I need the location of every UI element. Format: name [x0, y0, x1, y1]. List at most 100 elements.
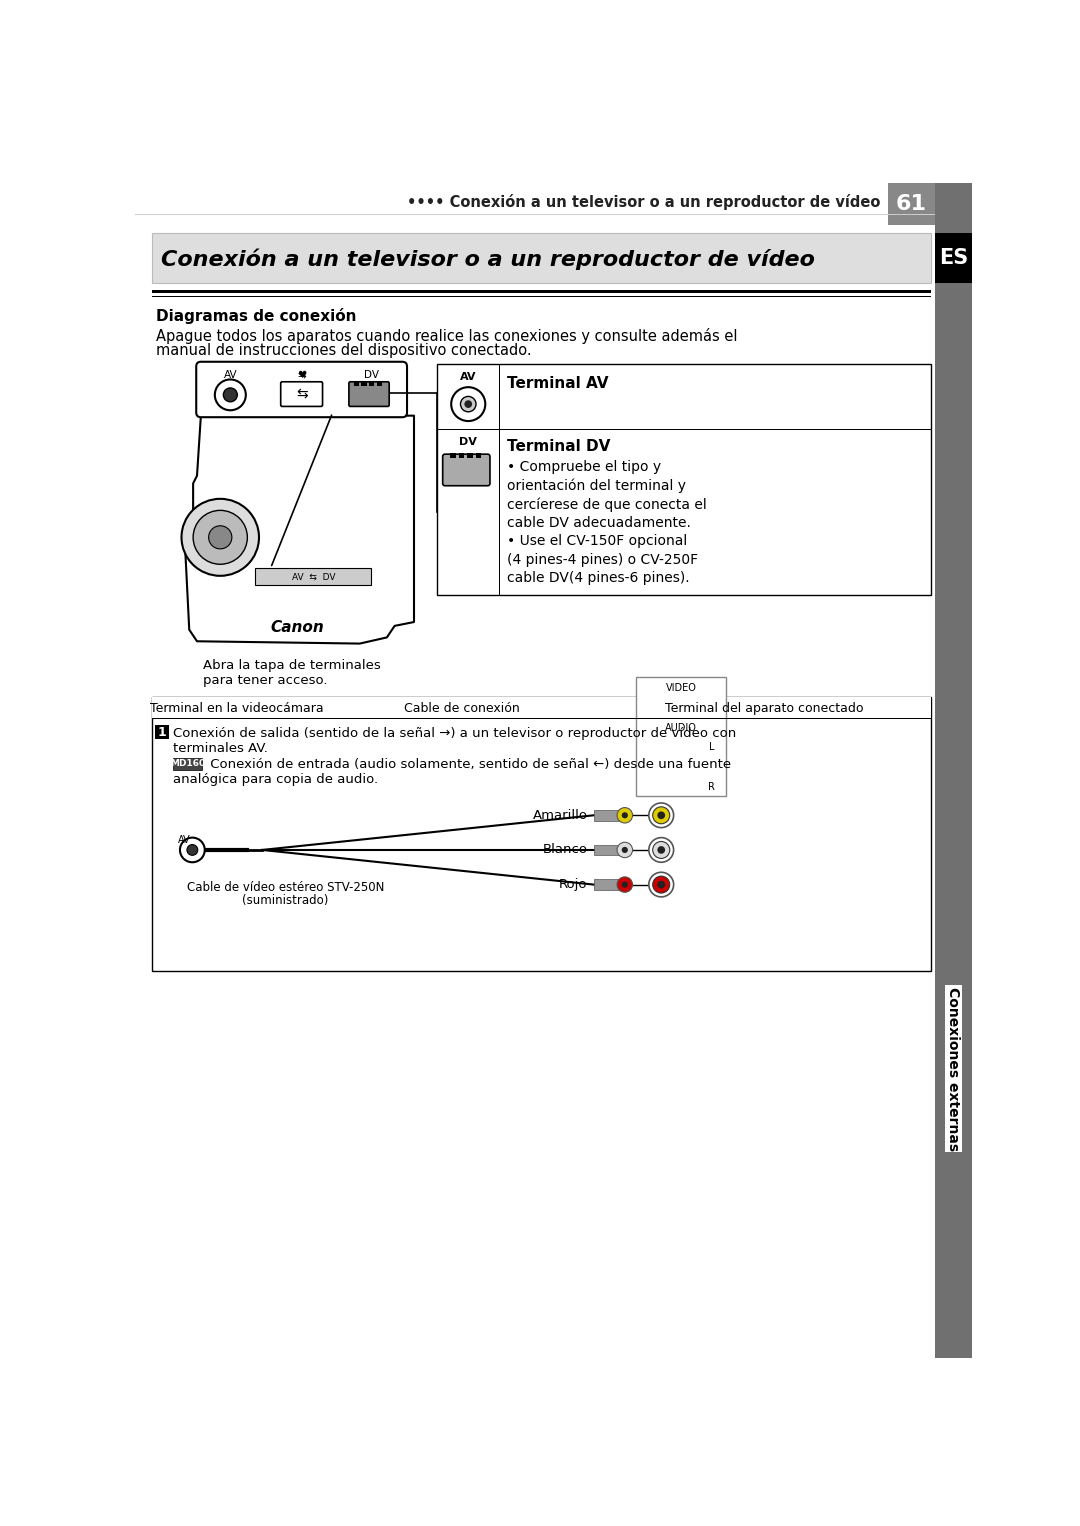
Text: 1: 1 — [158, 726, 166, 739]
Circle shape — [617, 877, 633, 893]
Text: Diagramas de conexión: Diagramas de conexión — [156, 308, 356, 324]
Bar — [636, 676, 726, 797]
Text: Terminal DV: Terminal DV — [507, 439, 610, 453]
Bar — [362, 382, 367, 386]
FancyBboxPatch shape — [281, 382, 323, 406]
Circle shape — [451, 388, 485, 421]
Text: VIDEO: VIDEO — [665, 682, 697, 693]
Bar — [255, 568, 372, 584]
Text: Conexiones externas: Conexiones externas — [946, 986, 960, 1151]
Bar — [152, 697, 931, 971]
Text: manual de instrucciones del dispositivo conectado.: manual de instrucciones del dispositivo … — [156, 342, 531, 357]
Text: DV: DV — [364, 371, 379, 380]
Circle shape — [649, 873, 674, 897]
Text: L: L — [708, 742, 714, 752]
Circle shape — [464, 400, 472, 407]
Bar — [369, 382, 375, 386]
Text: AV: AV — [178, 835, 191, 844]
Text: Conexión a un televisor o a un reproductor de vídeo: Conexión a un televisor o a un reproduct… — [161, 249, 815, 270]
Text: cercíerese de que conecta el: cercíerese de que conecta el — [507, 497, 706, 511]
Polygon shape — [186, 415, 414, 644]
Text: Rojo: Rojo — [559, 877, 588, 891]
Circle shape — [180, 838, 205, 862]
Text: Blanco: Blanco — [542, 844, 588, 856]
Bar — [594, 844, 625, 856]
Bar — [594, 810, 625, 821]
Circle shape — [649, 803, 674, 827]
Circle shape — [658, 845, 665, 853]
Text: ES: ES — [939, 247, 968, 267]
Text: 61: 61 — [896, 194, 927, 214]
Text: Terminal en la videocámara: Terminal en la videocámara — [150, 702, 324, 714]
Bar — [152, 697, 931, 719]
Text: cable DV adecuadamente.: cable DV adecuadamente. — [507, 516, 691, 530]
Bar — [594, 879, 625, 890]
Bar — [152, 233, 931, 284]
Text: Cable de vídeo estéreo STV-250N: Cable de vídeo estéreo STV-250N — [187, 881, 384, 894]
Bar — [476, 453, 482, 458]
Circle shape — [658, 881, 665, 888]
Circle shape — [215, 380, 246, 410]
Circle shape — [652, 841, 670, 859]
Text: •••• Conexión a un televisor o a un reproductor de vídeo: •••• Conexión a un televisor o a un repr… — [407, 194, 880, 211]
Bar — [935, 183, 972, 1358]
Text: Conexión de salida (sentido de la señal →) a un televisor o reproductor de vídeo: Conexión de salida (sentido de la señal … — [173, 726, 737, 740]
Bar — [377, 382, 382, 386]
Text: AV: AV — [460, 372, 476, 382]
Text: DV: DV — [459, 438, 477, 447]
Text: orientación del terminal y: orientación del terminal y — [507, 479, 686, 493]
Text: Terminal AV: Terminal AV — [507, 377, 608, 391]
Bar — [152, 290, 931, 293]
Circle shape — [649, 838, 674, 862]
Text: Abra la tapa de terminales: Abra la tapa de terminales — [203, 659, 381, 671]
Text: para tener acceso.: para tener acceso. — [203, 673, 327, 687]
Text: ⇆: ⇆ — [296, 388, 308, 401]
Circle shape — [622, 847, 627, 853]
Bar — [468, 453, 473, 458]
Text: Terminal del aparato conectado: Terminal del aparato conectado — [665, 702, 864, 714]
Circle shape — [652, 807, 670, 824]
Text: (4 pines-4 pines) o CV-250F: (4 pines-4 pines) o CV-250F — [507, 552, 698, 566]
FancyBboxPatch shape — [197, 362, 407, 417]
FancyBboxPatch shape — [443, 455, 490, 485]
Text: (suministrado): (suministrado) — [242, 894, 328, 906]
FancyBboxPatch shape — [349, 382, 389, 406]
Text: • Compruebe el tipo y: • Compruebe el tipo y — [507, 461, 661, 475]
Text: analógica para copia de audio.: analógica para copia de audio. — [173, 774, 378, 786]
Bar — [935, 233, 972, 284]
Circle shape — [460, 397, 476, 412]
Text: • Use el CV-150F opcional: • Use el CV-150F opcional — [507, 534, 687, 548]
Circle shape — [622, 882, 627, 888]
Text: Apague todos los aparatos cuando realice las conexiones y consulte además el: Apague todos los aparatos cuando realice… — [156, 328, 738, 343]
Bar — [173, 757, 202, 769]
Text: cable DV(4 pines-6 pines).: cable DV(4 pines-6 pines). — [507, 571, 690, 584]
Circle shape — [617, 842, 633, 858]
Bar — [353, 382, 359, 386]
Text: AV  ⇆  DV: AV ⇆ DV — [292, 572, 335, 581]
Circle shape — [181, 499, 259, 575]
Bar — [156, 725, 170, 739]
Circle shape — [224, 388, 238, 401]
Text: AV: AV — [224, 371, 238, 380]
Bar — [450, 453, 456, 458]
Text: Canon: Canon — [271, 621, 325, 635]
Circle shape — [617, 807, 633, 823]
Text: ♥: ♥ — [297, 371, 307, 380]
Text: AUDIO: AUDIO — [665, 723, 697, 732]
Circle shape — [622, 812, 627, 818]
Circle shape — [187, 844, 198, 856]
Circle shape — [658, 812, 665, 819]
Text: terminales AV.: terminales AV. — [173, 742, 268, 755]
Text: R: R — [708, 783, 715, 792]
Text: Conexión de entrada (audio solamente, sentido de señal ←) desde una fuente: Conexión de entrada (audio solamente, se… — [206, 757, 731, 771]
Circle shape — [193, 510, 247, 565]
Bar — [437, 365, 931, 595]
Bar — [889, 183, 935, 226]
Bar — [459, 453, 464, 458]
Text: ⇆: ⇆ — [297, 371, 306, 380]
Circle shape — [208, 526, 232, 549]
Circle shape — [652, 876, 670, 893]
Text: Amarillo: Amarillo — [532, 809, 588, 823]
Text: MD160: MD160 — [171, 760, 205, 768]
Text: Cable de conexión: Cable de conexión — [404, 702, 519, 714]
